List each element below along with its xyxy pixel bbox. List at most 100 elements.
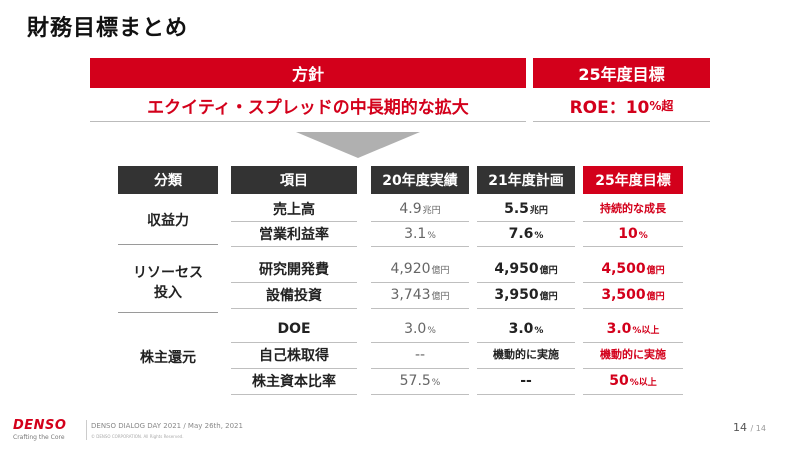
cell-unit: % xyxy=(534,231,544,241)
cell-fy25: 3.0 %以上 xyxy=(583,318,683,340)
cell-value: 3.0 xyxy=(508,321,534,337)
cell-unit: 億円 xyxy=(646,292,665,302)
cell-fy20: 4.9 兆円 xyxy=(371,198,469,220)
category-resources-line2: 投入 xyxy=(154,285,182,301)
cell-unit: 兆円 xyxy=(529,206,548,216)
cell-unit: %以上 xyxy=(629,378,657,388)
category-profit: 収益力 xyxy=(147,212,189,229)
cell-fy20: 3,743 億円 xyxy=(371,284,469,306)
cell-value: 5.5 xyxy=(504,201,529,217)
cell-value: 3,500 xyxy=(601,287,646,303)
row-divider xyxy=(371,282,469,283)
row-divider xyxy=(477,368,575,369)
cell-unit: 億円 xyxy=(646,266,665,276)
cell-fy21: 3,950 億円 xyxy=(477,284,575,306)
roe-target: ROE：10 %超 xyxy=(533,90,710,122)
row-divider xyxy=(583,394,683,395)
row-divider xyxy=(371,342,469,343)
row-divider xyxy=(583,221,683,222)
row-divider xyxy=(371,368,469,369)
cell-unit: 億円 xyxy=(431,266,450,276)
cell-value: 3,743 xyxy=(390,287,431,303)
cell-fy20: 3.1% xyxy=(371,223,469,245)
row-divider xyxy=(231,368,357,369)
row-divider xyxy=(231,221,357,222)
cell-fy21: -- xyxy=(477,370,575,392)
row-divider xyxy=(231,308,357,309)
cell-fy25: 10% xyxy=(583,223,683,245)
cell-unit: % xyxy=(534,326,544,336)
row-divider xyxy=(477,221,575,222)
event-info: DENSO DIALOG DAY 2021 / May 26th, 2021 xyxy=(91,422,243,430)
row-divider xyxy=(583,308,683,309)
cell-value: 3.1 xyxy=(404,226,427,242)
cell-fy25: 持続的な成長 xyxy=(583,198,683,220)
row-divider xyxy=(231,394,357,395)
cell-fy21: 5.5 兆円 xyxy=(477,198,575,220)
cell-value: -- xyxy=(520,373,532,389)
category-divider xyxy=(118,244,218,245)
row-divider xyxy=(231,246,357,247)
cell-value: 持続的な成長 xyxy=(600,202,666,215)
cell-fy25: 3,500 億円 xyxy=(583,284,683,306)
tagline: Crafting the Core xyxy=(13,434,65,441)
cell-value: 57.5 xyxy=(399,373,431,389)
row-item-label: 設備投資 xyxy=(266,288,322,304)
cell-value: -- xyxy=(414,347,426,363)
cell-value: 10 xyxy=(618,226,638,242)
row-divider xyxy=(231,342,357,343)
row-item-label: 株主資本比率 xyxy=(252,374,336,390)
row-divider xyxy=(583,368,683,369)
policy-text: エクイティ・スプレッドの中長期的な拡大 xyxy=(90,90,526,122)
category-resources-line1: リソーセス xyxy=(133,264,203,281)
cell-value: 機動的に実施 xyxy=(493,348,559,361)
row-divider xyxy=(477,308,575,309)
roe-unit: %超 xyxy=(649,99,674,113)
cell-value: 3.0 xyxy=(404,321,427,337)
row-divider xyxy=(583,342,683,343)
row-divider xyxy=(583,282,683,283)
row-divider xyxy=(583,246,683,247)
down-arrow-icon xyxy=(296,132,420,158)
denso-logo: DENSO xyxy=(13,418,67,433)
page-title: 財務目標まとめ xyxy=(27,16,189,41)
category-divider xyxy=(118,312,218,313)
cell-unit: 兆円 xyxy=(422,206,441,216)
cell-fy20: 3.0% xyxy=(371,318,469,340)
cell-fy25: 4,500 億円 xyxy=(583,258,683,280)
row-divider xyxy=(371,394,469,395)
cell-unit: % xyxy=(431,378,441,388)
category-resources: リソーセス 投入 xyxy=(118,255,218,311)
cell-fy20: 4,920 億円 xyxy=(371,258,469,280)
policy-header: 方針 xyxy=(90,58,526,88)
cell-value: 4.9 xyxy=(399,201,422,217)
col-header-fy20: 20年度実績 xyxy=(371,166,469,194)
row-item-label: 営業利益率 xyxy=(259,227,329,243)
cell-fy21: 3.0% xyxy=(477,318,575,340)
row-item-label: DOE xyxy=(277,321,311,337)
footer-divider xyxy=(86,420,87,440)
cell-fy21: 4,950 億円 xyxy=(477,258,575,280)
col-header-fy25: 25年度目標 xyxy=(583,166,683,194)
col-header-fy21: 21年度計画 xyxy=(477,166,575,194)
row-item-label: 自己株取得 xyxy=(259,348,329,364)
row-item-label: 研究開発費 xyxy=(259,262,329,278)
col-header-item: 項目 xyxy=(231,166,357,194)
row-divider xyxy=(371,221,469,222)
cell-unit: % xyxy=(427,231,436,241)
row-divider xyxy=(477,394,575,395)
copyright: © DENSO CORPORATION. All Rights Reserved… xyxy=(91,434,184,439)
cell-value: 3,950 xyxy=(494,287,539,303)
row-divider xyxy=(371,246,469,247)
cell-value: 4,920 xyxy=(390,261,431,277)
row-divider xyxy=(477,282,575,283)
cell-fy20: -- xyxy=(371,344,469,366)
cell-fy21: 7.6% xyxy=(477,223,575,245)
cell-fy20: 57.5% xyxy=(371,370,469,392)
col-header-category: 分類 xyxy=(118,166,218,194)
page-current: 14 xyxy=(733,421,747,434)
cell-fy21: 機動的に実施 xyxy=(477,344,575,366)
roe-label: ROE：10 xyxy=(569,98,650,118)
row-divider xyxy=(371,308,469,309)
cell-fy25: 機動的に実施 xyxy=(583,344,683,366)
